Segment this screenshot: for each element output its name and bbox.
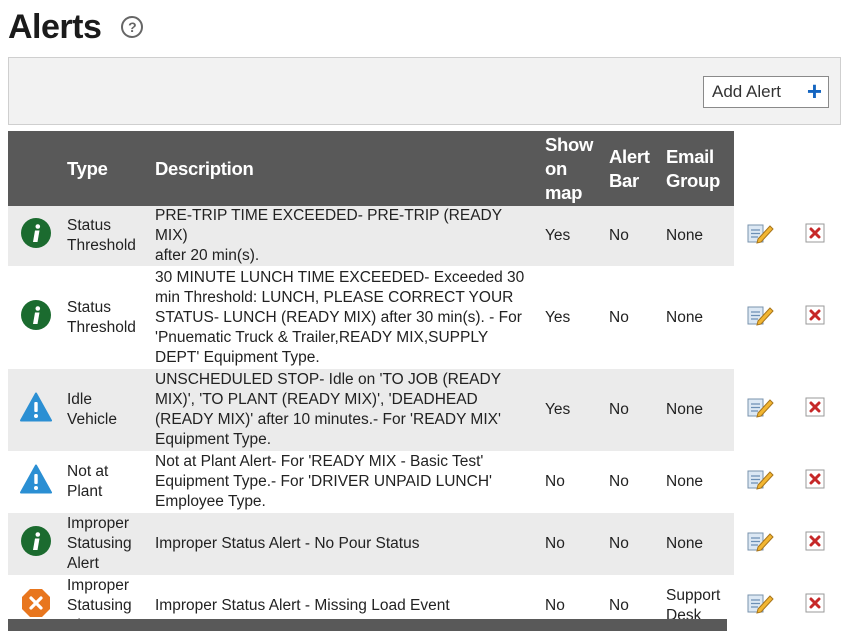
email-group-cell: None <box>662 513 734 575</box>
header-email-group[interactable]: Email Group <box>662 131 734 206</box>
edit-cell <box>734 575 788 637</box>
show-on-map-cell: Yes <box>541 206 605 266</box>
alert-bar-cell: No <box>609 597 629 614</box>
delete-cell <box>788 369 842 451</box>
header-show-on-map[interactable]: Show on map <box>541 131 605 206</box>
delete-cell <box>788 513 842 575</box>
delete-icon[interactable] <box>805 223 825 249</box>
edit-cell <box>734 206 788 266</box>
table-row: Status Threshold PRE-TRIP TIME EXCEEDED- P… <box>8 206 842 266</box>
description-cell: Improper Status Alert - No Pour Status <box>151 513 541 575</box>
delete-cell <box>788 206 842 266</box>
alert-bar-cell: No <box>605 206 662 266</box>
severity-cell <box>8 266 63 369</box>
edit-icon[interactable] <box>747 304 775 332</box>
description-cell: Not at Plant Alert- For 'READY MIX - Bas… <box>155 453 492 510</box>
page-title: Alerts <box>8 7 102 46</box>
email-group-cell: None <box>662 206 734 266</box>
table-row: Idle Vehicle UNSCHEDULED STOP- Idle on 'TO… <box>8 369 842 451</box>
type-cell: Idle Vehicle <box>63 369 151 451</box>
edit-icon[interactable] <box>747 396 775 424</box>
edit-cell <box>734 369 788 451</box>
alert-bar-cell: No <box>609 308 629 326</box>
table-header-row: Type Description Show on map Alert Bar Emai… <box>8 131 842 206</box>
delete-icon[interactable] <box>805 305 825 331</box>
show-on-map-cell: Yes <box>541 369 605 451</box>
delete-icon[interactable] <box>805 469 825 495</box>
severity-cell <box>8 369 63 451</box>
alert-bar-cell: No <box>609 473 629 490</box>
delete-icon[interactable] <box>805 593 825 619</box>
warning-icon <box>19 392 52 428</box>
type-cell: Status Threshold <box>63 206 151 266</box>
severity-cell <box>8 575 63 637</box>
header-alert-bar[interactable]: Alert Bar <box>605 131 662 206</box>
info-icon <box>20 299 51 336</box>
alerts-table: Type Description Show on map Alert Bar Emai… <box>8 131 842 637</box>
toolbar: Add Alert + <box>8 57 841 125</box>
description-cell: PRE-TRIP TIME EXCEEDED- PRE-TRIP (READY … <box>151 206 541 266</box>
delete-cell <box>788 451 842 513</box>
show-on-map-cell: No <box>541 513 605 575</box>
header-delete <box>788 131 842 206</box>
header-description[interactable]: Description <box>151 131 541 206</box>
type-cell: Status Threshold <box>67 298 136 336</box>
table-footer-bar <box>8 619 727 631</box>
show-on-map-cell: Yes <box>545 308 571 326</box>
delete-icon[interactable] <box>805 531 825 557</box>
edit-icon[interactable] <box>747 530 775 558</box>
warning-icon <box>19 464 52 500</box>
email-group-cell: None <box>666 473 704 490</box>
edit-cell <box>734 451 788 513</box>
description-cell: Improper Status Alert - Missing Load Eve… <box>155 597 450 614</box>
info-icon <box>20 218 51 254</box>
table-row: Status Threshold 30 MINUTE LUNCH TIME EXCE… <box>8 266 842 369</box>
show-on-map-cell: No <box>545 473 565 490</box>
edit-cell <box>734 513 788 575</box>
delete-icon[interactable] <box>805 397 825 423</box>
severity-cell <box>8 451 63 513</box>
table-row: Not at Plant Not at Plant Alert- For 'READ… <box>8 451 842 513</box>
plus-icon: + <box>806 76 822 106</box>
email-group-cell: None <box>662 369 734 451</box>
alert-bar-cell: No <box>605 369 662 451</box>
description-cell: 30 MINUTE LUNCH TIME EXCEEDED- Exceeded … <box>155 268 525 366</box>
type-cell: Not at Plant <box>67 463 109 500</box>
delete-cell <box>788 575 842 637</box>
header-icon <box>8 131 63 206</box>
add-alert-button[interactable]: Add Alert + <box>703 76 829 108</box>
email-group-cell: None <box>666 308 704 326</box>
severity-cell <box>8 206 63 266</box>
severity-cell <box>8 513 63 575</box>
header-edit <box>734 131 788 206</box>
error-icon <box>21 588 51 624</box>
help-icon[interactable]: ? <box>121 16 144 38</box>
description-cell: UNSCHEDULED STOP- Idle on 'TO JOB (READY… <box>151 369 541 451</box>
header-type[interactable]: Type <box>63 131 151 206</box>
show-on-map-cell: No <box>545 597 565 614</box>
alert-bar-cell: No <box>605 513 662 575</box>
edit-icon[interactable] <box>747 222 775 250</box>
page-header: Alerts ? <box>8 4 144 50</box>
add-alert-label: Add Alert <box>712 82 781 101</box>
edit-icon[interactable] <box>747 468 775 496</box>
edit-cell <box>734 266 788 369</box>
delete-cell <box>788 266 842 369</box>
edit-icon[interactable] <box>747 592 775 620</box>
info-icon <box>20 526 51 562</box>
